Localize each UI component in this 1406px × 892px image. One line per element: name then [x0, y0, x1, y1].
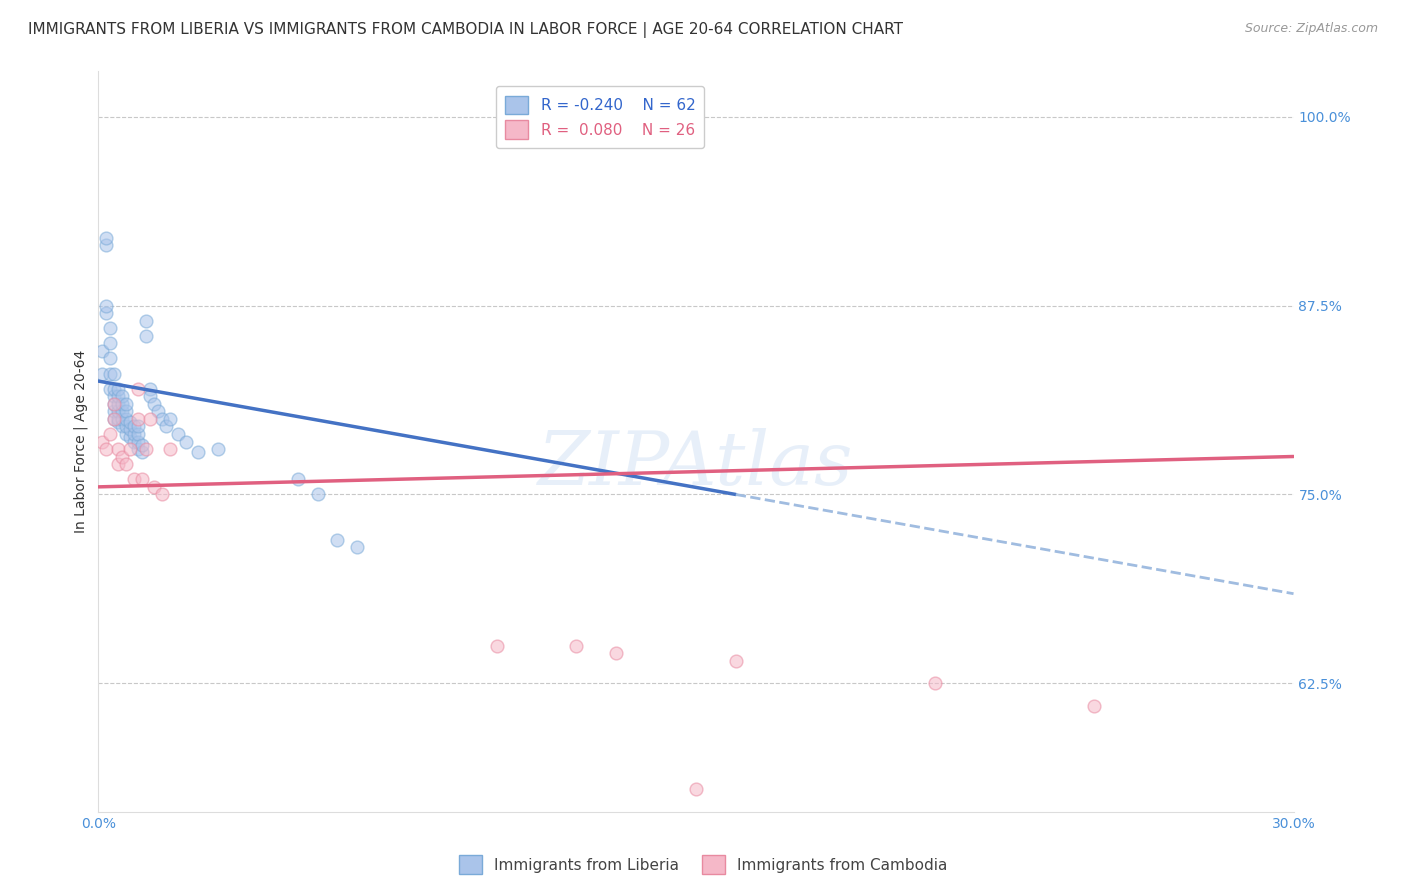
Point: [131, 437, 153, 451]
Point: [127, 442, 149, 456]
Point: [485, 639, 508, 653]
Point: [98, 351, 122, 366]
Point: [127, 419, 149, 434]
Point: [605, 646, 627, 660]
Point: [115, 427, 138, 442]
Point: [127, 412, 149, 426]
Point: [120, 430, 142, 444]
Point: [139, 389, 162, 403]
Point: [107, 415, 129, 429]
Point: [103, 389, 125, 403]
Point: [150, 487, 173, 501]
Point: [107, 412, 129, 426]
Point: [107, 457, 129, 471]
Point: [159, 412, 181, 426]
Point: [127, 427, 149, 442]
Point: [187, 445, 209, 459]
Point: [115, 397, 138, 411]
Point: [326, 533, 349, 547]
Point: [96, 230, 118, 244]
Point: [107, 382, 129, 396]
Point: [107, 389, 129, 403]
Point: [103, 382, 125, 396]
Point: [111, 404, 134, 418]
Point: [139, 382, 162, 396]
Point: [207, 442, 229, 456]
Text: Source: ZipAtlas.com: Source: ZipAtlas.com: [1244, 22, 1378, 36]
Point: [127, 434, 149, 449]
Point: [111, 397, 134, 411]
Point: [724, 654, 747, 668]
Point: [131, 472, 153, 486]
Point: [96, 442, 118, 456]
Text: IMMIGRANTS FROM LIBERIA VS IMMIGRANTS FROM CAMBODIA IN LABOR FORCE | AGE 20-64 C: IMMIGRANTS FROM LIBERIA VS IMMIGRANTS FR…: [28, 22, 903, 38]
Point: [148, 404, 170, 418]
Point: [135, 313, 157, 327]
Point: [120, 442, 142, 456]
Point: [120, 415, 142, 429]
Point: [111, 389, 134, 403]
Point: [124, 434, 146, 449]
Point: [111, 412, 134, 426]
Point: [127, 382, 149, 396]
Point: [115, 404, 138, 418]
Point: [96, 238, 118, 252]
Point: [131, 445, 153, 459]
Legend: Immigrants from Liberia, Immigrants from Cambodia: Immigrants from Liberia, Immigrants from…: [453, 849, 953, 880]
Legend: R = -0.240    N = 62, R =  0.080    N = 26: R = -0.240 N = 62, R = 0.080 N = 26: [496, 87, 704, 148]
Point: [143, 397, 166, 411]
Point: [103, 404, 125, 418]
Point: [1083, 698, 1105, 713]
Point: [124, 427, 146, 442]
Point: [91, 367, 114, 381]
Point: [924, 676, 946, 690]
Point: [103, 412, 125, 426]
Point: [98, 427, 122, 442]
Point: [167, 427, 190, 442]
Point: [111, 419, 134, 434]
Point: [115, 412, 138, 426]
Point: [103, 397, 125, 411]
Point: [115, 419, 138, 434]
Text: ZIPAtlas: ZIPAtlas: [538, 427, 853, 500]
Point: [124, 472, 146, 486]
Point: [139, 412, 162, 426]
Point: [98, 367, 122, 381]
Point: [107, 442, 129, 456]
Point: [135, 328, 157, 343]
Point: [155, 419, 177, 434]
Point: [115, 457, 138, 471]
Point: [98, 321, 122, 335]
Point: [346, 541, 368, 555]
Point: [96, 299, 118, 313]
Point: [159, 442, 181, 456]
Point: [150, 412, 173, 426]
Point: [174, 434, 197, 449]
Point: [111, 450, 134, 464]
Point: [103, 367, 125, 381]
Point: [685, 782, 707, 797]
Point: [107, 397, 129, 411]
Point: [91, 343, 114, 358]
Point: [96, 306, 118, 320]
Point: [307, 487, 329, 501]
Y-axis label: In Labor Force | Age 20-64: In Labor Force | Age 20-64: [73, 350, 89, 533]
Point: [143, 480, 166, 494]
Point: [107, 404, 129, 418]
Point: [120, 422, 142, 436]
Point: [103, 397, 125, 411]
Point: [103, 412, 125, 426]
Point: [135, 442, 157, 456]
Point: [287, 472, 309, 486]
Point: [124, 419, 146, 434]
Point: [565, 639, 588, 653]
Point: [98, 382, 122, 396]
Point: [91, 434, 114, 449]
Point: [98, 336, 122, 351]
